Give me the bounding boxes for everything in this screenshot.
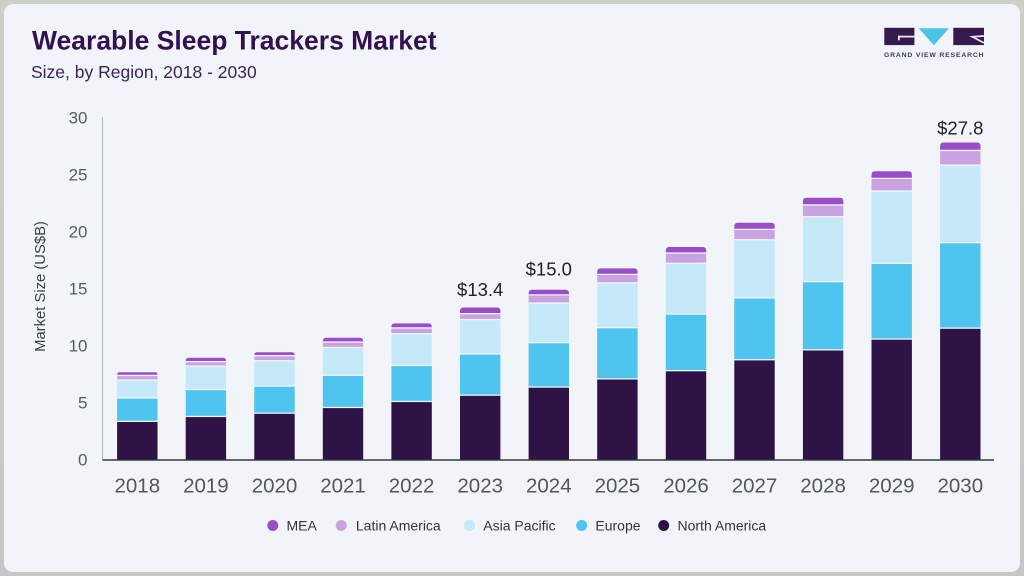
svg-text:Wearable Sleep Trackers Market: Wearable Sleep Trackers Market xyxy=(32,26,437,56)
svg-text:2020: 2020 xyxy=(252,475,298,498)
svg-text:GRAND VIEW RESEARCH: GRAND VIEW RESEARCH xyxy=(884,52,984,59)
svg-text:2023: 2023 xyxy=(457,475,503,498)
svg-text:2027: 2027 xyxy=(732,475,778,498)
svg-text:2028: 2028 xyxy=(800,475,846,498)
svg-text:Europe: Europe xyxy=(595,518,640,534)
svg-text:2022: 2022 xyxy=(389,475,435,498)
svg-text:10: 10 xyxy=(69,337,88,356)
svg-text:25: 25 xyxy=(69,166,88,185)
svg-text:2018: 2018 xyxy=(114,475,160,498)
svg-text:2024: 2024 xyxy=(526,475,572,498)
svg-text:30: 30 xyxy=(69,109,88,128)
svg-text:Size, by Region, 2018 - 2030: Size, by Region, 2018 - 2030 xyxy=(31,62,257,82)
svg-text:MEA: MEA xyxy=(287,518,318,534)
svg-text:2026: 2026 xyxy=(663,475,709,498)
svg-text:2019: 2019 xyxy=(183,475,229,498)
svg-text:$27.8: $27.8 xyxy=(937,118,983,139)
svg-text:2025: 2025 xyxy=(595,475,641,498)
svg-text:2029: 2029 xyxy=(869,475,915,498)
svg-text:2030: 2030 xyxy=(937,475,983,498)
svg-text:Latin America: Latin America xyxy=(356,518,441,534)
svg-text:Asia Pacific: Asia Pacific xyxy=(483,518,555,534)
svg-text:20: 20 xyxy=(69,223,88,242)
svg-text:0: 0 xyxy=(78,451,87,470)
svg-text:15: 15 xyxy=(69,280,88,299)
svg-text:5: 5 xyxy=(78,394,87,413)
svg-text:Market Size (US$B): Market Size (US$B) xyxy=(33,221,49,352)
svg-text:North America: North America xyxy=(678,518,767,534)
svg-text:$13.4: $13.4 xyxy=(457,279,503,300)
svg-text:2021: 2021 xyxy=(320,475,366,498)
svg-text:$15.0: $15.0 xyxy=(526,259,572,280)
